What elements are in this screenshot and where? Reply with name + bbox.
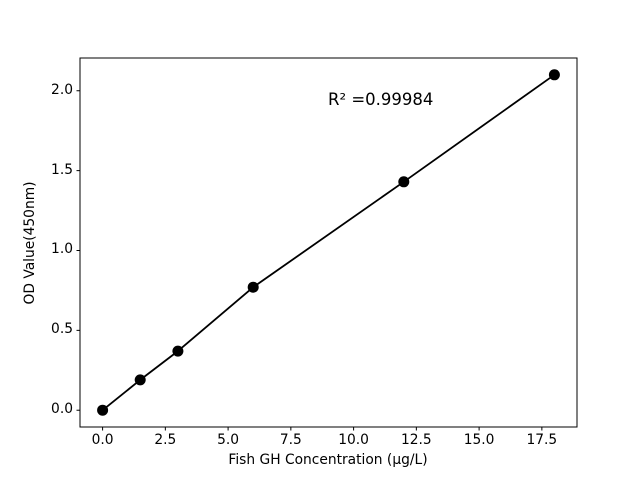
x-tick-label: 7.5: [279, 432, 302, 449]
x-tick-label: 2.5: [154, 432, 177, 449]
data-point-marker: [548, 69, 560, 81]
data-point-marker: [97, 404, 109, 416]
x-tick-label: 0.0: [91, 432, 114, 449]
y-axis-label: OD Value(450nm): [22, 181, 39, 305]
x-tick-label: 15.0: [463, 432, 495, 449]
y-tick-label: 0.0: [51, 401, 73, 418]
data-point-marker: [134, 374, 146, 386]
plot-border: [79, 57, 578, 428]
x-tick-label: 10.0: [338, 432, 369, 449]
y-tick-label: 1.0: [51, 241, 73, 258]
x-tick-label: 5.0: [217, 432, 240, 449]
y-tick-label: 2.0: [51, 81, 73, 98]
data-point-marker: [247, 281, 259, 293]
r-squared-annotation: R² =0.99984: [328, 90, 434, 109]
y-tick-label: 0.5: [51, 321, 73, 338]
axis-tick-marks: [76, 90, 543, 431]
x-tick-label: 12.5: [400, 432, 432, 449]
y-tick-label: 1.5: [51, 161, 73, 178]
data-point-marker: [398, 176, 410, 188]
x-tick-label: 17.5: [526, 432, 558, 449]
x-axis-label: Fish GH Concentration (µg/L): [228, 452, 428, 469]
fit-curve-line: [101, 73, 556, 412]
data-point-marker: [172, 345, 184, 357]
data-point-markers: [97, 69, 560, 416]
